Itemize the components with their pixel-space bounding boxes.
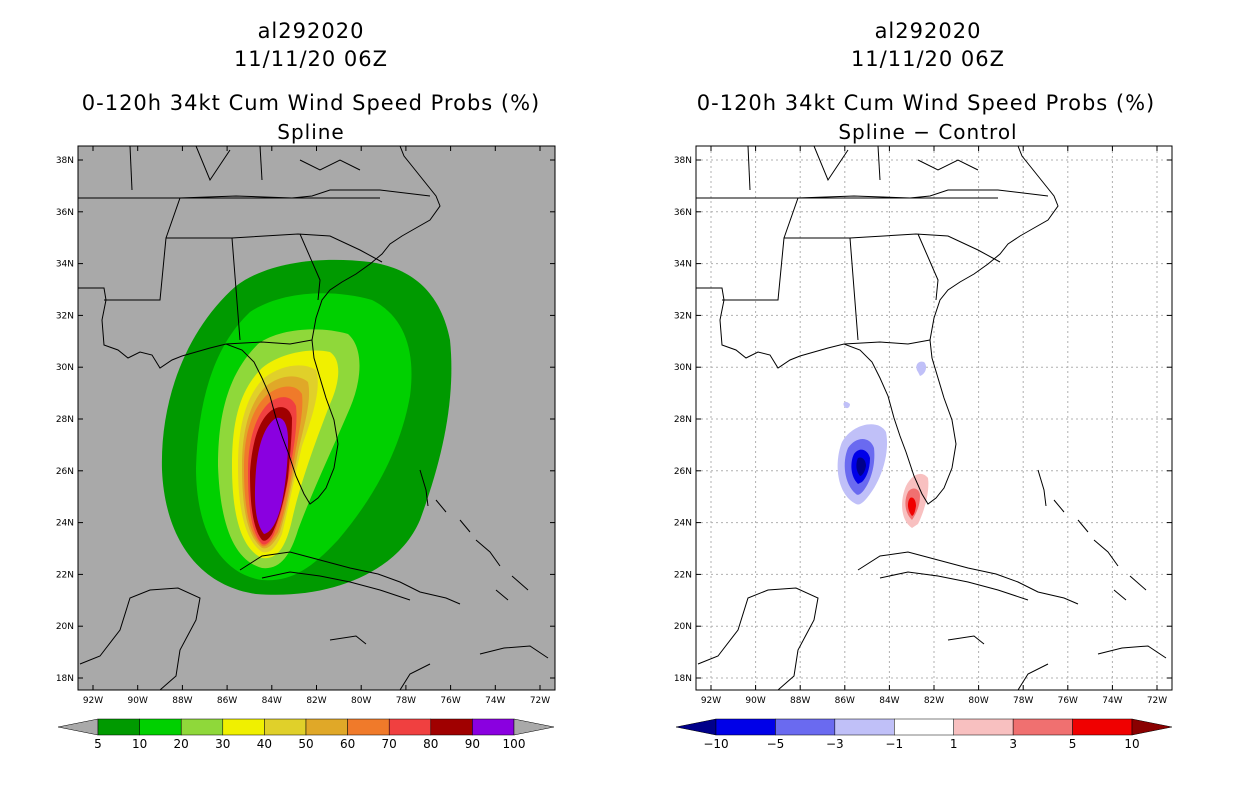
left-lat-labels: 38N 36N 34N 32N 30N 28N 26N 24N 22N 20N 18N	[56, 156, 555, 684]
coastline-segment	[329, 635, 367, 645]
coastline-segment	[479, 645, 549, 659]
colorbar-end-triangle	[513, 718, 555, 736]
left-variant-label: Spline	[277, 120, 345, 144]
right-datetime: 11/11/20 06Z	[850, 47, 1006, 71]
colorbar-bin	[388, 718, 432, 736]
colorbar-label: 100	[503, 737, 526, 751]
coastline-segment	[195, 146, 231, 182]
lat-label: 22N	[56, 570, 74, 580]
coastline-segment	[261, 571, 411, 601]
colorbar-bin	[264, 718, 307, 736]
colorbar-bin	[222, 718, 265, 736]
left-coastlines	[78, 146, 549, 690]
lon-label: 86W	[217, 696, 237, 706]
lon-label: 74W	[485, 696, 505, 706]
lon-label: 84W	[262, 696, 282, 706]
lat-label: 18N	[56, 674, 74, 684]
colorbar-bin	[97, 718, 140, 736]
coastline-segment	[299, 159, 361, 171]
lat-label: 30N	[56, 363, 74, 373]
lat-label: 28N	[56, 415, 74, 425]
coastline-segment	[239, 551, 461, 605]
coastline-segment	[299, 233, 321, 301]
lat-label: 38N	[56, 156, 74, 166]
coastline-segment	[79, 587, 201, 690]
lat-label: 24N	[56, 519, 74, 529]
coastline-segment	[399, 663, 431, 690]
lon-label: 80W	[351, 696, 371, 706]
coastline-segment	[129, 146, 133, 191]
lon-label: 82W	[306, 696, 326, 706]
lon-label: 92W	[83, 696, 103, 706]
colorbar-label: 60	[340, 737, 355, 751]
coastline-segment	[231, 233, 383, 263]
left-datetime: 11/11/20 06Z	[233, 47, 389, 71]
coastline-segment	[259, 146, 263, 181]
colorbar-bin	[472, 718, 515, 736]
left-product-title: 0-120h 34kt Cum Wind Speed Probs (%)	[81, 91, 541, 115]
colorbar-label: 40	[257, 737, 272, 751]
lon-label: 78W	[396, 696, 416, 706]
colorbar-bin	[305, 718, 348, 736]
coastline-segment	[511, 575, 529, 591]
colorbar-label: 20	[174, 737, 189, 751]
lon-label: 76W	[440, 696, 460, 706]
lon-label: 72W	[530, 696, 550, 706]
right-storm-id: al292020	[874, 19, 982, 43]
colorbar-bin	[180, 718, 224, 736]
lat-label: 34N	[56, 260, 74, 270]
colorbar-bin	[139, 718, 182, 736]
probability-contour	[254, 417, 288, 534]
lat-label: 32N	[56, 311, 74, 321]
colorbar-label: 90	[465, 737, 480, 751]
colorbar-label: 70	[382, 737, 397, 751]
left-storm-id: al292020	[257, 19, 365, 43]
lon-label: 90W	[128, 696, 148, 706]
coastline-segment	[495, 589, 509, 601]
colorbar-bin	[430, 718, 473, 736]
left-colorbar: 5 10 20 30 40 50 60 70 80 90 100	[57, 718, 555, 751]
coastline-segment	[475, 539, 501, 567]
colorbar-end-triangle	[57, 718, 99, 736]
coastline-segment	[435, 499, 447, 513]
colorbar-label: 30	[215, 737, 230, 751]
left-lon-labels: 92W 90W 88W 86W 84W 82W 80W 78W 76W 74W 72W	[83, 146, 550, 706]
right-product-title: 0-120h 34kt Cum Wind Speed Probs (%)	[696, 91, 1156, 115]
lat-label: 26N	[56, 467, 74, 477]
coastline-segment	[78, 146, 441, 505]
colorbar-bin	[347, 718, 390, 736]
colorbar-label: 80	[423, 737, 438, 751]
lat-label: 36N	[56, 208, 74, 218]
coastline-segment	[225, 339, 313, 345]
colorbar-label: 5	[94, 737, 102, 751]
coastline-segment	[419, 469, 429, 507]
coastline-segment	[459, 519, 471, 533]
lon-label: 88W	[172, 696, 192, 706]
colorbar-label: 10	[132, 737, 147, 751]
right-variant-label: Spline − Control	[838, 120, 1018, 144]
lat-label: 20N	[56, 622, 74, 632]
colorbar-label: 50	[298, 737, 313, 751]
